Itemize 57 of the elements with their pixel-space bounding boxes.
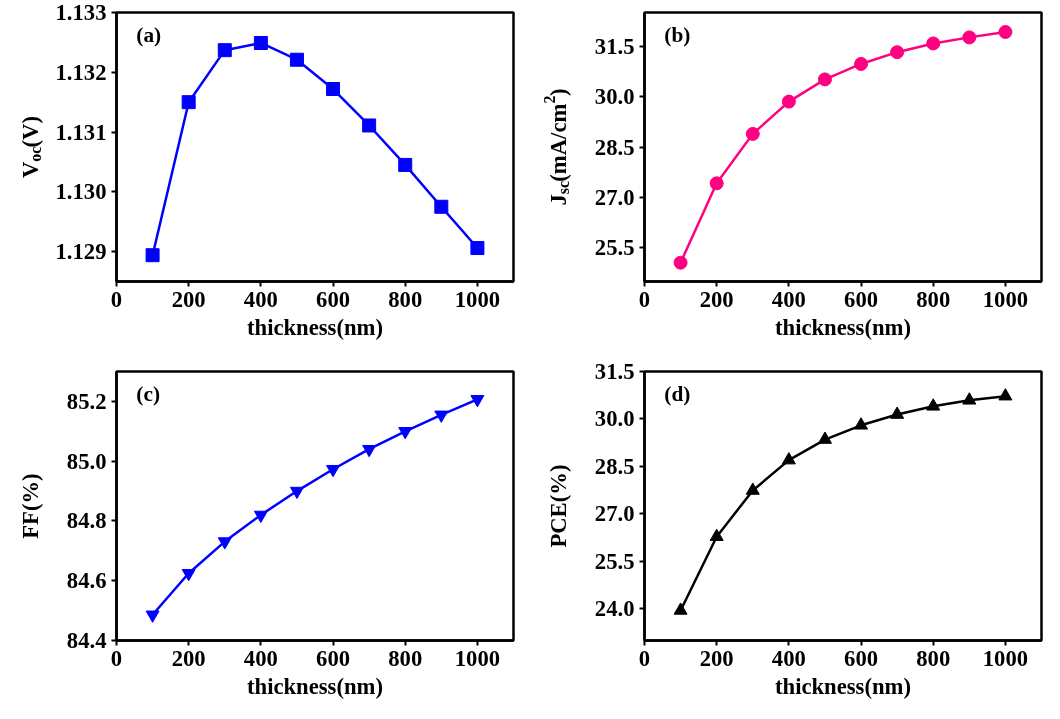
x-tick-label: 1000: [982, 286, 1029, 312]
y-tick-label: 1.130: [55, 179, 107, 205]
x-tick-label: 0: [110, 645, 123, 671]
x-axis-title: thickness(nm): [247, 314, 383, 340]
annotation: (c): [136, 382, 161, 407]
x-tick-label: 200: [171, 286, 206, 312]
y-tick-label: 28.5: [594, 453, 635, 479]
x-tick-label: 800: [388, 286, 423, 312]
y-tick-label: 27.0: [594, 184, 635, 210]
annotation: (b): [664, 23, 691, 48]
x-tick-label: 0: [110, 286, 123, 312]
y-axis-title: Jsc(mA/cm2): [541, 88, 572, 206]
x-tick-label: 600: [316, 645, 351, 671]
x-tick-label: 200: [699, 286, 734, 312]
x-axis-title: thickness(nm): [775, 314, 911, 340]
y-tick-label: 27.0: [594, 501, 635, 527]
y-axis-title: Voc(V): [18, 116, 44, 179]
y-tick-label: 25.5: [594, 548, 635, 574]
x-tick-label: 400: [243, 286, 278, 312]
x-tick-label: 800: [388, 645, 423, 671]
y-tick-label: 31.5: [594, 359, 635, 384]
x-tick-label: 200: [171, 645, 206, 671]
y-tick-label: 85.0: [66, 448, 107, 474]
x-tick-label: 1000: [454, 645, 501, 671]
y-tick-label: 1.132: [55, 59, 107, 85]
y-tick-label: 1.131: [55, 119, 107, 145]
x-tick-label: 600: [844, 645, 879, 671]
y-axis-title: FF(%): [18, 473, 43, 539]
y-axis-title: PCE(%): [546, 464, 571, 548]
x-tick-label: 0: [638, 286, 651, 312]
x-axis-title: thickness(nm): [775, 673, 911, 699]
y-tick-label: 30.0: [594, 84, 635, 110]
x-tick-label: 400: [771, 645, 806, 671]
x-axis-title: thickness(nm): [247, 673, 383, 699]
y-tick-label: 28.5: [594, 134, 635, 160]
y-tick-label: 30.0: [594, 406, 635, 432]
annotation: (d): [664, 382, 691, 407]
x-tick-label: 0: [638, 645, 651, 671]
y-tick-label: 84.6: [66, 568, 107, 594]
x-tick-label: 600: [844, 286, 879, 312]
y-tick-label: 25.5: [594, 235, 635, 261]
y-tick-label: 84.4: [66, 628, 107, 653]
x-tick-label: 1000: [982, 645, 1029, 671]
x-tick-label: 200: [699, 645, 734, 671]
x-tick-label: 600: [316, 286, 351, 312]
y-tick-label: 84.8: [66, 508, 107, 534]
annotation: (a): [136, 23, 162, 48]
y-tick-label: 1.129: [55, 239, 107, 265]
y-tick-label: 31.5: [594, 33, 635, 59]
x-tick-label: 400: [771, 286, 806, 312]
x-tick-label: 1000: [454, 286, 501, 312]
x-tick-label: 400: [243, 645, 278, 671]
x-tick-label: 800: [916, 645, 951, 671]
y-tick-label: 24.0: [594, 596, 635, 622]
y-tick-label: 1.133: [55, 0, 107, 25]
x-tick-label: 800: [916, 286, 951, 312]
y-tick-label: 85.2: [66, 388, 107, 414]
